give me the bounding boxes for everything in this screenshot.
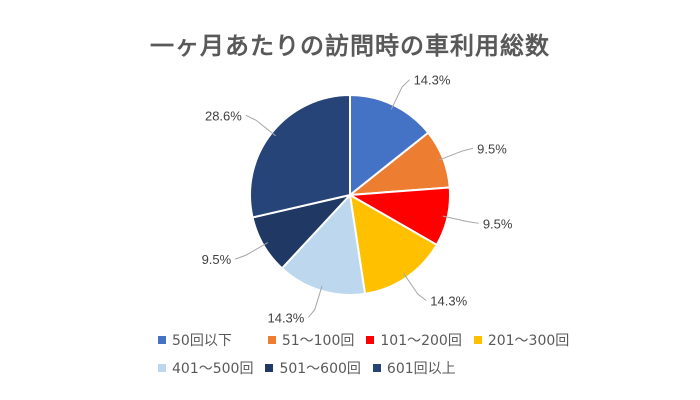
- leader-line-4: [307, 285, 323, 318]
- data-label-0: 14.3%: [414, 73, 451, 88]
- legend-label: 501〜600回: [279, 361, 361, 377]
- data-label-4: 14.3%: [267, 310, 304, 325]
- data-label-2: 9.5%: [483, 216, 513, 231]
- leader-line-3: [403, 273, 427, 302]
- legend-item-3: 201〜300回: [473, 330, 570, 350]
- legend-item-6: 601回以上: [372, 358, 456, 378]
- legend-swatch: [372, 364, 381, 372]
- data-label-5: 9.5%: [202, 252, 232, 267]
- legend: 50回以下 51〜100回 101〜200回 201〜300回 401〜500回 501〜…: [158, 330, 598, 378]
- legend-item-1: 51〜100回: [267, 330, 355, 350]
- legend-item-4: 401〜500回: [158, 358, 253, 378]
- legend-swatch: [265, 364, 274, 372]
- legend-label: 601回以上: [386, 361, 456, 377]
- legend-label: 51〜100回: [281, 333, 355, 349]
- data-label-3: 14.3%: [430, 294, 467, 309]
- leader-line-6: [245, 114, 276, 137]
- data-label-1: 9.5%: [477, 141, 507, 156]
- legend-item-0: 50回以下: [158, 330, 232, 350]
- leader-line-0: [390, 79, 410, 110]
- data-label-6: 28.6%: [205, 108, 242, 123]
- legend-item-2: 101〜200回: [366, 330, 462, 350]
- leader-line-1: [438, 147, 474, 161]
- legend-label: 201〜300回: [487, 333, 570, 349]
- legend-swatch: [366, 336, 375, 344]
- legend-label: 50回以下: [172, 333, 232, 349]
- leader-line-2: [442, 215, 479, 224]
- pie-slice-6: [249, 93, 351, 219]
- legend-label: 101〜200回: [380, 333, 462, 349]
- legend-label: 401〜500回: [172, 361, 254, 377]
- legend-swatch: [158, 364, 166, 372]
- leader-line-5: [235, 242, 269, 260]
- legend-swatch: [158, 336, 166, 344]
- chart-title: 一ヶ月あたりの訪問時の車利用総数: [150, 32, 550, 60]
- legend-swatch: [267, 336, 276, 344]
- legend-item-5: 501〜600回: [265, 358, 361, 378]
- legend-swatch: [473, 336, 482, 344]
